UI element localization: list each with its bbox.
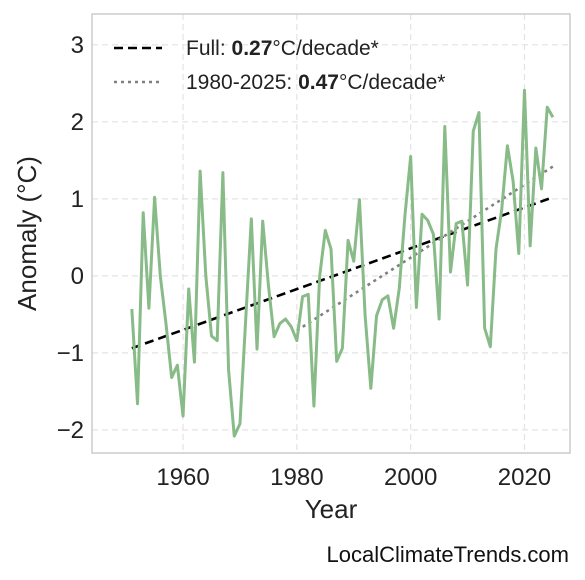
legend-entry-recent: 1980-2025: 0.47°C/decade* [186,71,445,94]
y-tick-label: 2 [71,109,84,136]
legend: Full: 0.27°C/decade* 1980-2025: 0.47°C/d… [114,37,445,94]
y-axis-label: Anomaly (°C) [12,156,42,311]
legend-full-prefix: Full: [186,37,232,60]
trend-line-recent [296,165,554,332]
y-tick-label: 0 [71,263,84,290]
x-tick-label: 1980 [270,464,323,491]
y-tick-label: 1 [71,186,84,213]
anomaly-series-line [130,88,555,438]
y-tick-label: −2 [57,417,84,444]
grid [92,14,570,453]
y-tick-label: −1 [57,340,84,367]
x-tick-labels: 1960 1980 2000 2020 [156,464,551,491]
data-series [130,88,555,438]
y-tick-labels: −2 −1 0 1 2 3 [57,32,84,444]
x-tick-label: 2000 [384,464,437,491]
legend-recent-suffix: °C/decade* [339,71,445,94]
x-axis-label: Year [305,494,358,524]
source-credit: LocalClimateTrends.com [326,542,570,567]
x-tick-label: 2020 [498,464,551,491]
plot-frame [91,13,571,454]
y-tick-label: 3 [71,32,84,59]
legend-recent-prefix: 1980-2025: [186,71,298,94]
legend-recent-value: 0.47 [298,71,339,94]
legend-entry-full: Full: 0.27°C/decade* [186,37,379,60]
x-tick-label: 1960 [156,464,209,491]
legend-full-suffix: °C/decade* [272,37,378,60]
legend-full-value: 0.27 [232,37,273,60]
